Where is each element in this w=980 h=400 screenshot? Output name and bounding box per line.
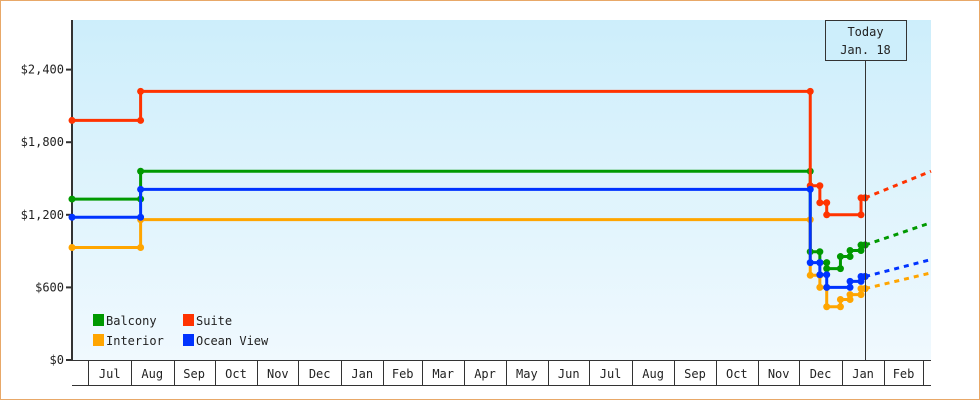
x-tick-label: Dec [309, 367, 331, 381]
data-point [823, 211, 831, 219]
forecast-line [864, 221, 932, 247]
x-tick-label: Feb [893, 367, 915, 381]
data-point [816, 271, 824, 279]
data-point [823, 303, 831, 311]
data-point [137, 87, 145, 95]
x-tick-label: Feb [392, 367, 414, 381]
legend-swatch [93, 314, 104, 326]
data-point [806, 87, 814, 95]
data-point [137, 185, 145, 193]
data-point [806, 259, 814, 267]
data-point [816, 248, 824, 256]
data-point [823, 271, 831, 279]
x-tick-label: Nov [768, 367, 790, 381]
data-point [846, 253, 854, 261]
data-point [823, 259, 831, 267]
data-point [68, 116, 76, 124]
data-point [137, 167, 145, 175]
data-point [857, 291, 865, 299]
legend-item: Suite [183, 314, 232, 328]
data-point [137, 243, 145, 251]
x-tick-label: Aug [141, 367, 163, 381]
legend-item: Balcony [93, 314, 157, 328]
legend-swatch [183, 314, 194, 326]
y-axis: $0 $600 $1,200 $1,800 $2,400 [21, 20, 73, 367]
data-point [857, 277, 865, 285]
legend-label: Ocean View [196, 334, 269, 348]
data-point [857, 246, 865, 254]
data-point [846, 283, 854, 291]
series-line [72, 218, 866, 309]
data-point [836, 265, 844, 273]
x-tick-label: Dec [810, 367, 832, 381]
data-point [846, 291, 854, 299]
data-point [846, 277, 854, 285]
data-point [836, 303, 844, 311]
data-point [816, 259, 824, 267]
forecast-line [864, 271, 932, 291]
data-point [68, 213, 76, 221]
y-tick-label: $1,200 [21, 208, 64, 222]
data-point [137, 116, 145, 124]
series-suite [68, 87, 932, 219]
x-tick-label: Oct [225, 367, 247, 381]
data-point [816, 283, 824, 291]
x-tick-label: Nov [267, 367, 289, 381]
data-point [816, 199, 824, 207]
legend-swatch [93, 334, 104, 346]
data-point [806, 185, 814, 193]
legend-item: Ocean View [183, 334, 269, 348]
x-tick-label: Sep [684, 367, 706, 381]
y-tick-label: $0 [50, 353, 64, 367]
x-tick-label: Jan [351, 367, 373, 381]
legend-swatch [183, 334, 194, 346]
forecast-line [864, 169, 932, 200]
data-point [68, 195, 76, 203]
today-date-label: Jan. 18 [840, 43, 891, 57]
x-tick-label: Jan [852, 367, 874, 381]
forecast-line [864, 258, 932, 278]
x-axis: Jul Aug Sep Oct Nov Dec Jan Feb Mar Apr May Jun Jul A… [72, 360, 931, 386]
data-point [816, 182, 824, 190]
legend-label: Interior [106, 334, 164, 348]
data-point [806, 271, 814, 279]
data-point [857, 211, 865, 219]
x-tick-label: Mar [432, 367, 454, 381]
data-point [836, 253, 844, 261]
x-tick-label: Jul [99, 367, 121, 381]
x-tick-label: Oct [726, 367, 748, 381]
y-tick-label: $600 [35, 280, 64, 294]
today-box [825, 20, 907, 61]
data-point [836, 296, 844, 304]
series-group [68, 87, 932, 311]
y-tick-label: $1,800 [21, 135, 64, 149]
x-tick-label: Apr [474, 367, 496, 381]
x-tick-label: Jul [600, 367, 622, 381]
series-interior [68, 216, 932, 311]
legend-label: Suite [196, 314, 232, 328]
data-point [823, 265, 831, 273]
data-point [823, 283, 831, 291]
data-point [137, 213, 145, 221]
data-point [846, 246, 854, 254]
legend-item: Interior [93, 334, 164, 348]
x-tick-label: Aug [642, 367, 664, 381]
x-tick-label: Jun [558, 367, 580, 381]
data-point [68, 243, 76, 251]
y-tick-label: $2,400 [21, 63, 64, 77]
today-marker: Today Jan. 18 [825, 20, 907, 360]
x-tick-label: Sep [183, 367, 205, 381]
data-point [823, 199, 831, 207]
x-tick-label: May [516, 367, 538, 381]
today-label: Today [847, 25, 883, 39]
legend-label: Balcony [106, 314, 157, 328]
data-point [846, 296, 854, 304]
legend: Balcony Suite Interior Ocean View [93, 314, 269, 348]
